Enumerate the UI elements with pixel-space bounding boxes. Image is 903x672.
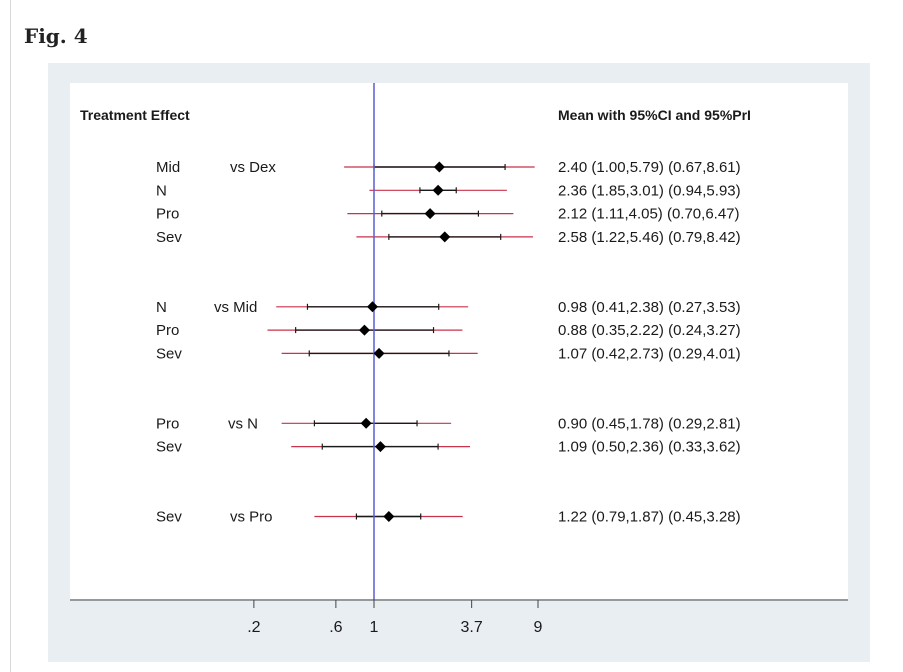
treatment-label: N bbox=[156, 182, 167, 199]
estimate-label: 1.07 (0.42,2.73) (0.29,4.01) bbox=[558, 345, 741, 362]
treatment-label: Sev bbox=[156, 439, 182, 456]
estimate-label: 1.22 (0.79,1.87) (0.45,3.28) bbox=[558, 509, 741, 526]
mean-diamond bbox=[439, 231, 451, 243]
mean-diamond bbox=[373, 347, 385, 359]
page-left-rule bbox=[10, 0, 11, 672]
plot-area bbox=[70, 83, 848, 599]
mean-diamond bbox=[374, 441, 386, 453]
comparator-label: vs Dex bbox=[230, 159, 276, 176]
figure-title: Fig. 4 bbox=[24, 24, 88, 48]
x-tick-label: 1 bbox=[370, 619, 379, 636]
treatment-label: N bbox=[156, 299, 167, 316]
comparator-label: vs Pro bbox=[230, 509, 273, 526]
mean-diamond bbox=[424, 208, 436, 220]
estimate-label: 0.88 (0.35,2.22) (0.24,3.27) bbox=[558, 322, 741, 339]
treatment-label: Sev bbox=[156, 509, 182, 526]
x-tick-label: 9 bbox=[534, 619, 543, 636]
treatment-label: Sev bbox=[156, 229, 182, 246]
mean-diamond bbox=[383, 511, 395, 522]
mean-diamond bbox=[432, 184, 444, 196]
x-tick-label: 3.7 bbox=[461, 619, 483, 636]
x-axis-ticks: .2 .6 1 3.7 9 bbox=[247, 600, 543, 636]
estimate-label: 2.12 (1.11,4.05) (0.70,6.47) bbox=[558, 206, 740, 223]
estimate-label: 2.40 (1.00,5.79) (0.67,8.61) bbox=[558, 159, 741, 176]
mean-diamond bbox=[433, 161, 445, 173]
mean-diamond bbox=[358, 324, 370, 336]
estimate-label: 0.98 (0.41,2.38) (0.27,3.53) bbox=[558, 299, 741, 316]
estimate-label: 2.58 (1.22,5.46) (0.79,8.42) bbox=[558, 229, 741, 246]
mean-diamond bbox=[366, 301, 378, 313]
comparator-label: vs Mid bbox=[214, 299, 257, 316]
mean-diamond bbox=[360, 417, 372, 429]
x-tick-label: .2 bbox=[247, 619, 260, 636]
treatment-label: Sev bbox=[156, 345, 182, 362]
comparator-label: vs N bbox=[228, 415, 258, 432]
treatment-label: Pro bbox=[156, 206, 179, 223]
treatment-label: Mid bbox=[156, 159, 180, 176]
estimate-label: 2.36 (1.85,3.01) (0.94,5.93) bbox=[558, 182, 741, 199]
x-tick-label: .6 bbox=[329, 619, 342, 636]
estimate-label: 1.09 (0.50,2.36) (0.33,3.62) bbox=[558, 439, 741, 456]
forest-rows: vs Dex Mid 2.40 (1.00,5.79) (0.67,8.61) N 2.… bbox=[156, 159, 741, 526]
header-treatment-effect: Treatment Effect bbox=[80, 107, 190, 123]
treatment-label: Pro bbox=[156, 415, 179, 432]
forest-markers bbox=[358, 161, 451, 522]
header-mean-ci-pri: Mean with 95%CI and 95%PrI bbox=[558, 107, 751, 123]
estimate-label: 0.90 (0.45,1.78) (0.29,2.81) bbox=[558, 415, 741, 432]
treatment-label: Pro bbox=[156, 322, 179, 339]
